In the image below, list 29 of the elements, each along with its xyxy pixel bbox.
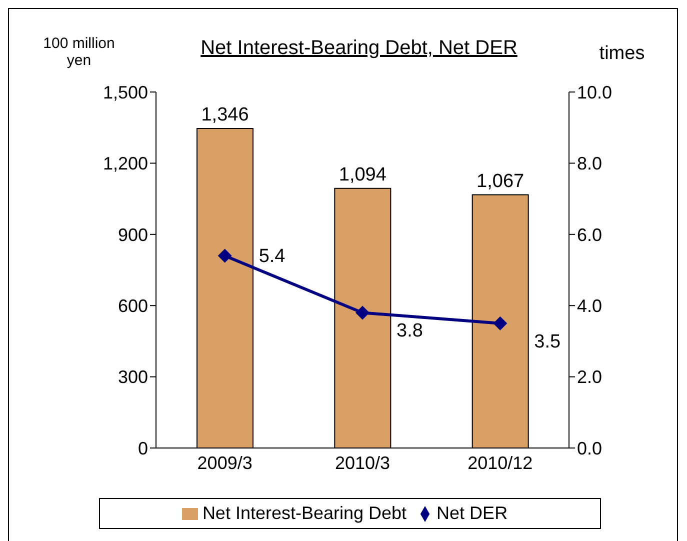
data-label: 3.8	[396, 320, 423, 342]
y-tick-label: 900	[118, 224, 148, 245]
y2-axis-title: times	[598, 43, 646, 65]
y-tick-label: 1,200	[102, 154, 148, 174]
point	[493, 316, 508, 330]
point	[218, 248, 232, 263]
x-tick-label: 2010/3	[334, 452, 390, 473]
y-tick-label: 1,500	[102, 82, 148, 102]
data-label: 1,067	[476, 170, 524, 192]
y-axis-title: 100 million yen	[42, 35, 116, 69]
data-label: 1,094	[338, 164, 387, 186]
data-label: 3.5	[534, 331, 561, 352]
y2-tick-label: 0.0	[577, 438, 602, 458]
y-tick-label: 600	[118, 296, 148, 316]
chart-title: Net Interest-Bearing Debt, Net DER	[200, 37, 518, 60]
y2-tick-label: 4.0	[577, 296, 602, 316]
y2-tick-label: 10.0	[577, 82, 612, 102]
x-tick-label: 2009/3	[197, 452, 252, 473]
data-label: 5.4	[258, 246, 286, 267]
data-label: 1,346	[201, 104, 249, 126]
y-tick-label: 0	[138, 438, 148, 458]
y2-tick-label: 8.0	[577, 154, 602, 174]
x-tick-label: 2010/12	[468, 452, 533, 473]
point	[356, 306, 370, 320]
legend-label: Net DER	[436, 503, 508, 523]
y-tick-label: 300	[118, 367, 148, 388]
legend-label: Net Interest-Bearing Debt	[202, 503, 407, 523]
y2-tick-label: 6.0	[577, 224, 602, 245]
y2-tick-label: 2.0	[577, 367, 602, 388]
